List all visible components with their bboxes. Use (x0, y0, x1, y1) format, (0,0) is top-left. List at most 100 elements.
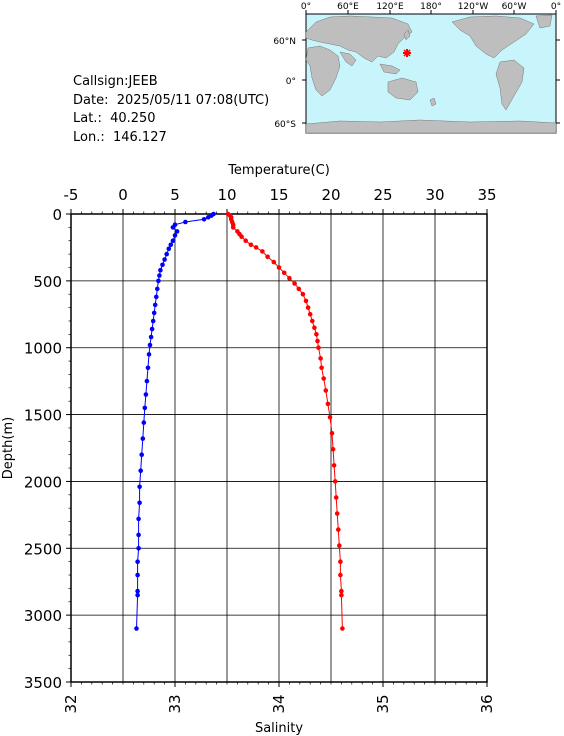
temperature-point-35 (327, 414, 333, 420)
salinity-point-41 (135, 572, 140, 578)
salinity-point-11 (166, 246, 172, 252)
temperature-point-42 (336, 527, 341, 532)
salinity-point-23 (149, 326, 155, 332)
salinity-point-12 (164, 251, 169, 257)
temperature-point-37 (330, 447, 336, 452)
temperature-axis-label: Temperature(C) (227, 163, 330, 178)
salinity-point-18 (155, 286, 160, 292)
map-tick-lat-0: 60°N (273, 37, 296, 47)
temperature-point-38 (331, 463, 337, 468)
map-left-ticks: 60°N 0° 60°S (273, 37, 296, 130)
salinity-point-22 (150, 318, 156, 324)
temperature-point-12 (253, 245, 259, 250)
temperature-point-11 (248, 242, 254, 248)
temperature-point-24 (307, 312, 313, 317)
salinity-point-42 (135, 588, 140, 594)
salinity-point-13 (162, 257, 167, 262)
temperature-point-25 (310, 318, 315, 324)
temperature-series (225, 211, 345, 631)
salinity-point-35 (137, 484, 142, 490)
temperature-point-15 (271, 259, 277, 265)
temperature-point-30 (318, 356, 323, 361)
sal-tick-label-3: 35 (374, 694, 392, 713)
temperature-point-29 (316, 345, 321, 351)
temperature-point-34 (325, 401, 331, 407)
temp-tick-label-3: 10 (217, 186, 236, 204)
salinity-tick-labels: 32 33 34 35 36 (62, 694, 496, 713)
temperature-point-19 (292, 281, 297, 286)
salinity-point-31 (141, 420, 147, 425)
salinity-point-34 (138, 468, 143, 474)
salinity-point-25 (147, 342, 153, 348)
salinity-point-6 (170, 225, 176, 230)
temperature-point-17 (281, 270, 287, 276)
map-tick-lon-4: 120°W (458, 2, 489, 12)
temperature-point-43 (337, 543, 342, 548)
temperature-point-14 (265, 254, 270, 260)
salinity-point-43 (135, 592, 140, 598)
salinity-point-39 (136, 546, 141, 551)
salinity-point-14 (160, 262, 165, 268)
salinity-point-4 (183, 219, 188, 225)
temperature-point-40 (333, 495, 339, 500)
salinity-point-20 (152, 302, 158, 308)
temp-tick-label-1: 0 (118, 186, 128, 204)
temp-tick-label-5: 20 (321, 186, 340, 204)
chart-grid (70, 213, 488, 683)
salinity-point-3 (201, 217, 207, 222)
map-tick-lon-1: 60°E (337, 2, 359, 12)
sal-tick-label-1: 33 (166, 694, 184, 713)
salinity-point-26 (146, 352, 152, 357)
map-tick-lon-2: 120°E (376, 2, 404, 12)
salinity-point-8 (172, 233, 178, 238)
salinity-point-19 (154, 294, 159, 300)
callsign-label: Callsign:JEEB (73, 74, 158, 89)
temperature-point-28 (315, 338, 320, 344)
temperature-point-45 (338, 572, 343, 578)
depth-tick-label-2: 1000 (24, 340, 62, 358)
salinity-point-17 (156, 278, 161, 284)
map-tick-lon-5: 60°W (502, 2, 527, 12)
temperature-point-46 (339, 588, 344, 594)
salinity-point-9 (170, 238, 176, 243)
lon-label: Lon.: 146.127 (73, 129, 167, 145)
temperature-point-16 (276, 265, 282, 270)
depth-tick-label-6: 3000 (24, 607, 62, 625)
salinity-point-7 (174, 229, 180, 234)
salinity-point-16 (157, 273, 162, 278)
salinity-point-27 (145, 365, 151, 371)
salinity-point-21 (151, 310, 157, 316)
temp-tick-label-0: -5 (64, 186, 79, 204)
salinity-point-36 (137, 500, 142, 506)
temperature-point-26 (312, 325, 317, 331)
salinity-point-28 (144, 378, 150, 384)
temperature-point-33 (323, 388, 329, 393)
map-top-ticks: 0° 60°E 120°E 180° 120°W 60°W 0° (301, 2, 561, 12)
temperature-point-21 (300, 291, 306, 297)
temperature-point-10 (243, 238, 248, 243)
lat-label: Lat.: 40.250 (73, 111, 156, 126)
date-label: Date: 2025/05/11 07:08(UTC) (73, 92, 270, 108)
temperature-point-18 (287, 275, 292, 281)
map-tick-lon-6: 0° (551, 2, 561, 12)
temperature-point-13 (260, 249, 265, 254)
sal-tick-label-4: 36 (478, 694, 496, 713)
temperature-point-47 (339, 592, 344, 598)
depth-tick-labels: 0 500 1000 1500 2000 2500 3000 3500 (24, 206, 62, 692)
salinity-point-10 (168, 242, 174, 248)
salinity-point-38 (136, 532, 141, 538)
temperature-point-32 (321, 376, 327, 381)
depth-axis-label: Depth(m) (1, 417, 16, 479)
temperature-point-20 (296, 286, 302, 292)
salinity-point-44 (134, 626, 139, 631)
chart-ticks (66, 209, 488, 687)
temperature-point-41 (334, 511, 340, 516)
temperature-tick-labels: -5 0 5 10 15 20 25 30 35 (64, 186, 497, 204)
sal-tick-label-2: 34 (270, 694, 288, 713)
salinity-point-40 (135, 559, 140, 564)
salinity-point-33 (139, 452, 144, 458)
salinity-point-29 (143, 392, 149, 397)
depth-tick-label-0: 0 (52, 206, 62, 224)
salinity-point-2 (206, 215, 211, 220)
